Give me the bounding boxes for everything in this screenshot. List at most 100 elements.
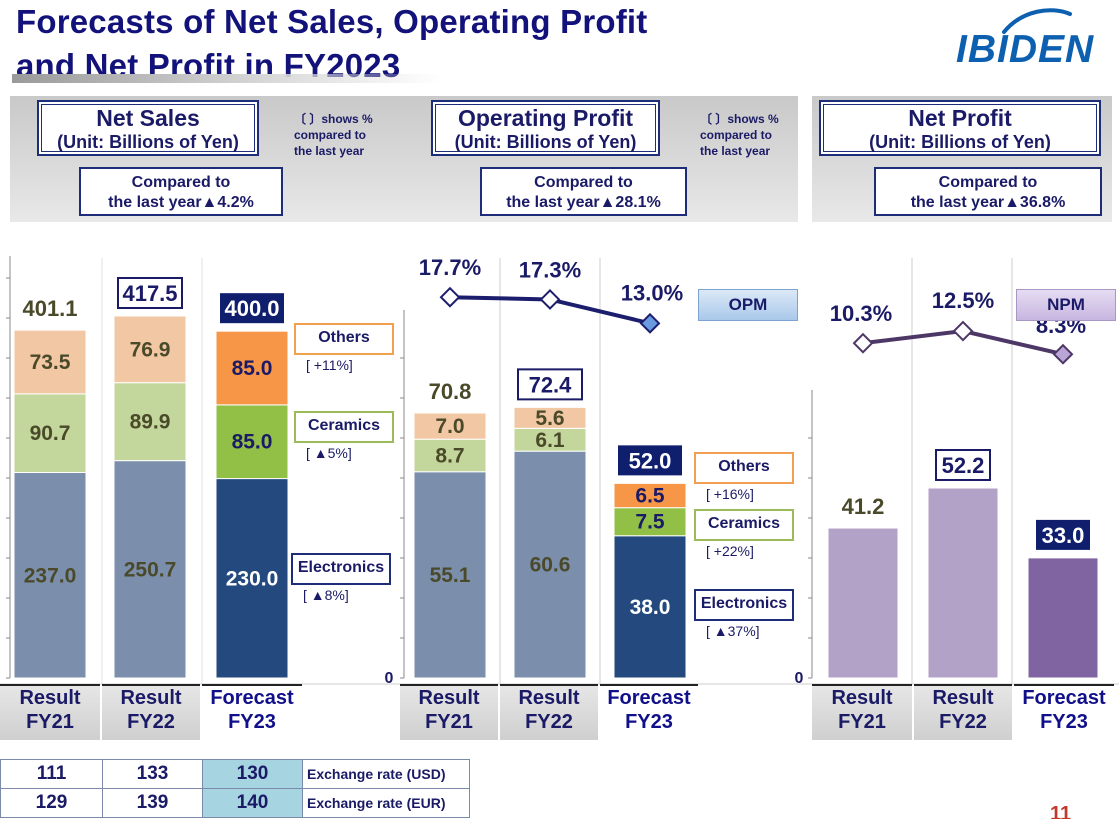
operating-profit-unit: (Unit: Billions of Yen) xyxy=(454,132,637,152)
category-line: Forecast xyxy=(210,687,294,709)
bar-label-electronics-2: 230.0 xyxy=(226,567,279,590)
bar-label-electronics-0: 237.0 xyxy=(24,564,77,587)
opm-ratio-point-1 xyxy=(539,289,561,310)
exchange-rate-table: 111 133 130 Exchange rate (USD) 129 139 … xyxy=(0,759,470,818)
bar-electronics-2 xyxy=(215,478,289,679)
page-number: 11 xyxy=(1050,803,1072,819)
bar-label-ceramics-1: 6.1 xyxy=(535,429,565,452)
note-line: 〔 〕shows % xyxy=(294,112,373,126)
op-zero-label: 0 xyxy=(385,670,394,687)
category-line: FY23 xyxy=(1040,711,1088,733)
np-category-fy23: Forecast FY23 xyxy=(1014,684,1114,740)
bar-label-ceramics-1: 89.9 xyxy=(130,411,171,434)
ns-category-fy21: Result FY21 xyxy=(0,684,100,740)
net-sales-title-box: Net Sales (Unit: Billions of Yen) xyxy=(37,100,259,156)
bar-label-ceramics-0: 8.7 xyxy=(435,444,464,467)
operating-profit-title-box: Operating Profit (Unit: Billions of Yen) xyxy=(431,100,660,156)
np-total-box-1 xyxy=(935,449,991,481)
bar-electronics-0 xyxy=(413,471,487,679)
op-legend-ceramics-note: [ +22%] xyxy=(706,543,754,559)
company-logo: IBIDEN xyxy=(956,28,1095,71)
net-sales-title: Net Sales xyxy=(96,105,200,131)
bar-label-electronics-0: 55.1 xyxy=(430,564,471,587)
opm-ratio-label-0: 17.7% xyxy=(419,255,481,280)
op-legend-others: Others xyxy=(694,452,794,484)
net-profit-compare-box: Compared to the last year▲36.8% xyxy=(874,167,1102,216)
opm-ratio-label-1: 17.3% xyxy=(519,257,581,282)
bar-electronics-1 xyxy=(113,460,187,679)
note-line: compared to xyxy=(294,128,367,142)
np-category-fy22: Result FY22 xyxy=(914,684,1012,740)
bar-label-others-2: 6.5 xyxy=(635,485,665,508)
bar-electronics-1 xyxy=(513,450,587,679)
category-line: FY23 xyxy=(228,711,276,733)
fx-eur-fy22: 139 xyxy=(102,788,203,818)
bar-label-ceramics-0: 90.7 xyxy=(30,422,71,445)
total-label-0: 401.1 xyxy=(22,296,77,321)
fx-usd-fy21: 111 xyxy=(0,759,103,789)
np-bar-2 xyxy=(1027,557,1099,679)
category-line: Forecast xyxy=(1022,687,1106,709)
op-legend-electronics-note: [ ▲37%] xyxy=(706,623,760,639)
operating-profit-compare-box: Compared to the last year▲28.1% xyxy=(480,167,687,216)
fx-eur-fy23: 140 xyxy=(202,788,303,818)
bar-others-2 xyxy=(613,482,687,509)
title-underline xyxy=(12,74,442,83)
net-profit-unit: (Unit: Billions of Yen) xyxy=(869,132,1051,152)
total-box-2 xyxy=(220,293,284,324)
npm-ratio-point-1 xyxy=(952,320,974,342)
bar-others-2 xyxy=(215,330,289,406)
op-legend-ceramics: Ceramics xyxy=(694,509,794,541)
category-line: FY23 xyxy=(625,711,673,733)
bar-label-electronics-1: 60.6 xyxy=(530,554,571,577)
total-label-1: 417.5 xyxy=(122,281,177,306)
npm-ratio-label-0: 10.3% xyxy=(830,301,892,326)
category-line: FY22 xyxy=(127,711,175,733)
category-line: Result xyxy=(831,687,893,709)
fx-eur-fy21: 129 xyxy=(0,788,103,818)
total-label-2: 400.0 xyxy=(224,296,279,321)
ns-legend-electronics-note: [ ▲8%] xyxy=(303,587,349,603)
bar-others-0 xyxy=(13,329,87,395)
net-profit-title-box: Net Profit (Unit: Billions of Yen) xyxy=(819,100,1101,156)
bar-others-1 xyxy=(113,315,187,384)
total-box-2 xyxy=(618,445,682,476)
note-line: the last year xyxy=(700,144,771,158)
category-line: FY21 xyxy=(26,711,74,733)
note-line: compared to xyxy=(700,128,773,142)
compare-line: Compared to xyxy=(131,174,231,191)
category-line: FY22 xyxy=(525,711,573,733)
total-label-1: 72.4 xyxy=(529,372,573,397)
np-zero-label: 0 xyxy=(795,670,804,687)
bar-label-others-1: 76.9 xyxy=(130,338,171,361)
page-title-line1: Forecasts of Net Sales, Operating Profit xyxy=(16,3,648,40)
bar-ceramics-0 xyxy=(13,393,87,474)
npm-label: NPM xyxy=(1016,289,1116,321)
npm-ratio-point-2 xyxy=(1052,343,1074,365)
category-line: Result xyxy=(518,687,580,709)
np-bar-label-0: 41.2 xyxy=(842,494,885,519)
ns-legend-ceramics-note: [ ▲5%] xyxy=(306,445,352,461)
bar-label-ceramics-2: 85.0 xyxy=(232,431,273,454)
ns-legend-electronics: Electronics xyxy=(291,553,391,585)
bar-label-ceramics-2: 7.5 xyxy=(635,511,665,534)
total-box-1 xyxy=(117,277,183,309)
net-profit-title: Net Profit xyxy=(908,105,1012,131)
compare-line: the last year▲28.1% xyxy=(506,194,661,211)
opm-ratio-point-0 xyxy=(439,286,461,308)
bar-label-others-0: 7.0 xyxy=(435,415,464,438)
opm-ratio-label-2: 13.0% xyxy=(621,280,683,305)
category-line: FY21 xyxy=(425,711,473,733)
bar-label-others-2: 85.0 xyxy=(232,357,273,380)
net-sales-note: 〔 〕shows % compared to the last year xyxy=(294,111,404,159)
net-sales-unit: (Unit: Billions of Yen) xyxy=(57,132,239,152)
category-line: Result xyxy=(932,687,994,709)
np-total-box-2 xyxy=(1036,519,1090,550)
note-line: the last year xyxy=(294,144,365,158)
fx-usd-fy22: 133 xyxy=(102,759,203,789)
bar-ceramics-2 xyxy=(215,404,289,480)
bar-ceramics-0 xyxy=(413,438,487,473)
fx-usd-fy23: 130 xyxy=(202,759,303,789)
ns-legend-others: Others xyxy=(294,323,394,355)
